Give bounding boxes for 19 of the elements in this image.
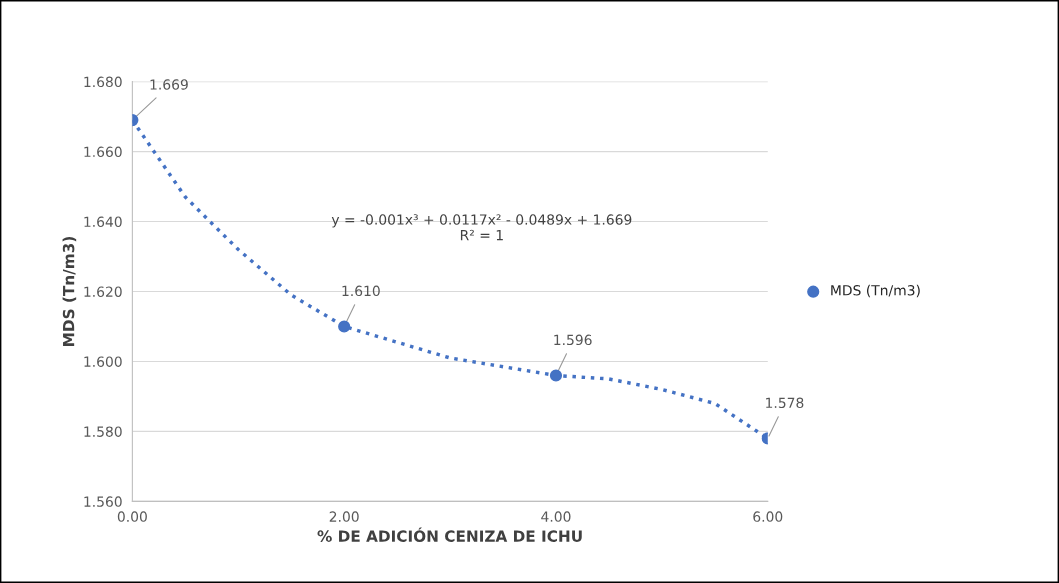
x-tick-label: 0.00 [117,511,147,522]
y-tick-label: 1.620 [84,286,122,297]
x-tick-label: 4.00 [541,511,571,522]
annotation: y = -0.001x³ + 0.0117x² - 0.0489x + 1.669 R² = 1 [331,214,632,241]
x-tick-label: 6.00 [753,511,783,522]
data-label: 1.596 [554,334,592,346]
y-axis-title: MDS (Tn/m3) [62,237,77,346]
legend-label: MDS (Tn/m3) [831,284,920,298]
y-tick-label: 1.660 [84,146,122,158]
data-label: 1.669 [150,79,188,90]
y-tick-label: 1.560 [84,496,122,507]
x-tick-label: 2.00 [329,511,359,522]
y-tick-label: 1.580 [84,426,122,437]
data-label: 1.578 [766,397,804,409]
x-axis-title: % DE ADICIÓN CENIZA DE ICHU [317,527,582,542]
data-label: 1.610 [342,285,380,297]
y-tick-label: 1.640 [84,216,122,228]
y-tick-label: 1.680 [84,76,122,88]
y-tick-label: 1.600 [84,356,122,367]
